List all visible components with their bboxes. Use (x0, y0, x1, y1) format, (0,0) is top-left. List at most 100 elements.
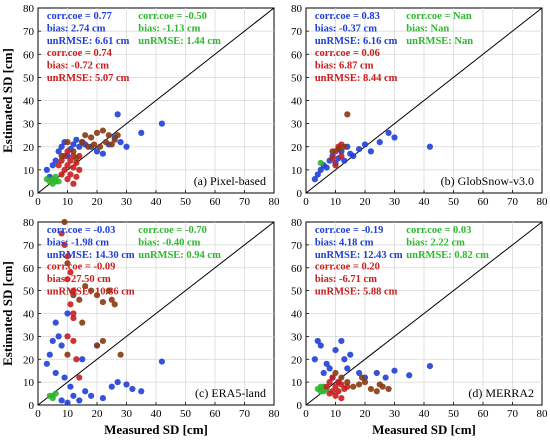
data-point-red (76, 374, 83, 381)
data-point-dark (379, 383, 386, 390)
data-point-blue (391, 134, 398, 141)
stat-red: unRMSE: 8.44 cm (315, 73, 398, 84)
stat-red: unRMSE: 5.07 cm (47, 73, 130, 84)
y-tick-label: 70 (291, 26, 303, 38)
stat-red: corr.coe = 0.06 (315, 48, 380, 59)
stat-blue: corr.coe = -0.19 (315, 225, 384, 236)
stat-green: corr.coe = -0.70 (138, 225, 207, 236)
data-point-dark (111, 136, 118, 143)
y-tick-label: 20 (23, 354, 35, 366)
stat-red: unRMSE: 5.88 cm (315, 286, 398, 297)
data-point-blue (52, 319, 59, 326)
data-point-blue (61, 374, 68, 381)
data-point-dark (64, 139, 71, 146)
panel-label: (d) MERRA2 (468, 386, 534, 400)
x-tick-label: 80 (269, 408, 281, 420)
data-point-dark (88, 134, 95, 141)
data-point-blue (341, 157, 348, 164)
x-tick-label: 10 (330, 408, 342, 420)
data-point-red (323, 383, 330, 390)
data-point-red (64, 148, 71, 155)
data-point-dark (99, 127, 106, 134)
stat-green: corr.coe = Nan (406, 11, 472, 22)
data-point-red (338, 381, 345, 388)
data-point-blue (138, 129, 145, 136)
data-point-blue (46, 351, 53, 358)
data-point-dark (332, 369, 339, 377)
x-tick-label: 70 (507, 196, 519, 208)
data-point-red (70, 164, 77, 171)
data-point-red (70, 337, 77, 345)
x-tick-label: 50 (180, 408, 192, 420)
data-point-dark (385, 385, 392, 393)
data-point-blue (108, 383, 115, 390)
x-tick-label: 0 (35, 196, 41, 208)
y-tick-label: 20 (291, 354, 303, 366)
y-tick-label: 40 (291, 309, 303, 321)
data-point-red (64, 162, 71, 169)
data-point-blue (93, 148, 101, 155)
data-point-green (317, 159, 324, 167)
y-tick-label: 60 (291, 263, 303, 275)
y-tick-label: 50 (23, 72, 35, 84)
data-point-dark (79, 139, 86, 146)
x-tick-label: 40 (151, 196, 163, 208)
data-point-red (338, 395, 345, 402)
data-point-red (67, 301, 74, 308)
x-tick-label: 20 (360, 408, 372, 420)
data-point-blue (350, 152, 357, 160)
stat-blue: unRMSE: 6.61 cm (47, 36, 130, 47)
data-point-blue (82, 388, 89, 395)
data-point-blue (70, 392, 77, 399)
x-tick-label: 40 (151, 408, 163, 420)
one-to-one-line (305, 221, 543, 406)
data-point-red (70, 310, 77, 317)
y-tick-label: 70 (23, 240, 35, 252)
panel-label: (c) ERA5-land (195, 386, 266, 400)
data-point-dark (96, 143, 104, 150)
data-point-dark (335, 145, 342, 153)
data-point-blue (99, 395, 106, 402)
data-point-dark (373, 388, 380, 395)
data-point-red (335, 388, 342, 395)
data-point-blue (332, 347, 339, 354)
stat-blue: bias: 2.74 cm (47, 23, 106, 34)
data-point-dark (350, 383, 357, 390)
data-point-dark (64, 351, 71, 358)
y-tick-label: 0 (29, 188, 35, 200)
y-tick-label: 40 (291, 96, 303, 108)
data-point-blue (314, 171, 321, 178)
x-axis-title: Measured SD [cm] (372, 422, 476, 437)
data-point-dark (99, 337, 106, 345)
data-point-dark (344, 379, 351, 386)
data-point-dark (108, 296, 115, 303)
y-tick-label: 30 (291, 119, 303, 131)
data-point-blue (347, 351, 354, 358)
y-tick-label: 20 (291, 142, 303, 154)
x-tick-label: 70 (239, 408, 251, 420)
stat-blue: bias: -0.37 cm (315, 23, 377, 34)
stat-blue: unRMSE: 6.16 cm (315, 36, 398, 47)
stat-green: corr.coe = 0.03 (406, 225, 471, 236)
data-point-blue (76, 397, 83, 404)
y-axis-title: Estimated SD [cm] (0, 48, 15, 153)
data-point-blue (73, 136, 80, 143)
y-tick-label: 0 (297, 188, 303, 200)
stat-red: bias: 27.50 cm (47, 274, 111, 285)
x-tick-label: 0 (303, 408, 309, 420)
y-tick-label: 20 (23, 142, 35, 154)
y-tick-label: 30 (291, 331, 303, 343)
data-point-red (58, 157, 65, 164)
data-point-red (332, 162, 339, 169)
x-tick-label: 80 (269, 196, 281, 208)
x-tick-label: 20 (92, 196, 104, 208)
data-point-blue (356, 369, 363, 377)
y-tick-label: 10 (291, 377, 303, 389)
data-point-dark (73, 155, 80, 162)
y-axis-title: Estimated SD [cm] (0, 261, 15, 366)
data-point-red (70, 314, 77, 322)
x-tick-label: 60 (478, 408, 490, 420)
data-point-dark (358, 374, 366, 381)
data-point-dark (105, 287, 112, 294)
